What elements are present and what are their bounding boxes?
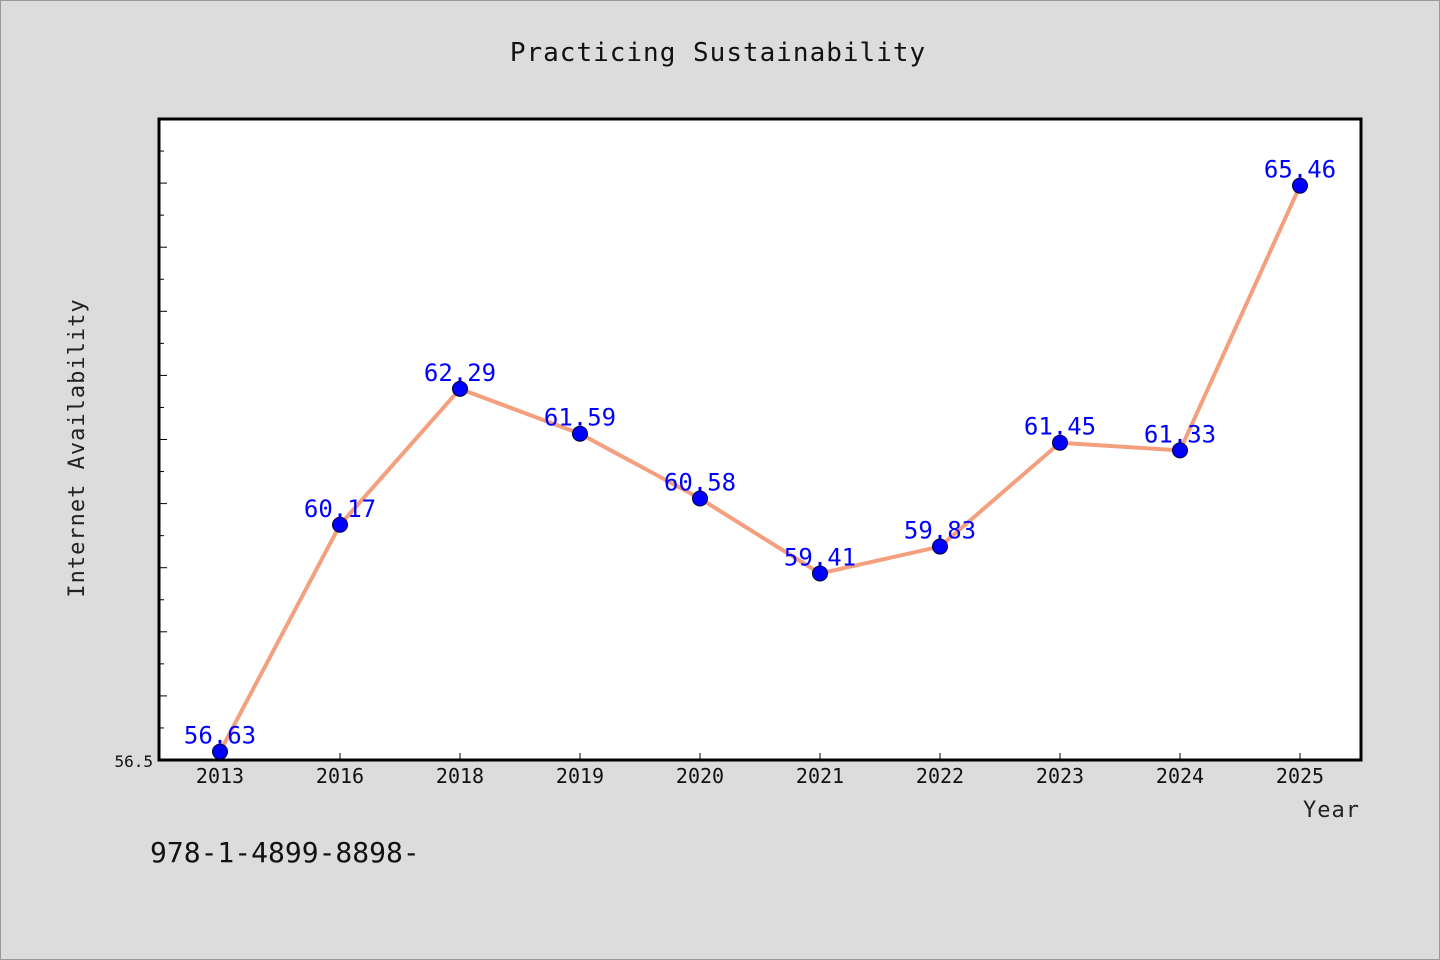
x-tick-label: 2024	[1156, 764, 1204, 788]
footer-text: 978-1-4899-8898-	[150, 836, 420, 869]
data-point[interactable]	[812, 565, 828, 582]
data-point[interactable]	[452, 380, 468, 397]
x-tick-label: 2020	[676, 764, 724, 788]
chart-title: Practicing Sustainability	[510, 38, 926, 68]
data-label: 61.59	[544, 404, 616, 432]
data-label: 62.29	[424, 359, 496, 387]
x-tick-label: 2021	[796, 764, 844, 788]
data-point[interactable]	[1292, 177, 1308, 194]
data-label: 60.17	[304, 495, 376, 523]
data-labels: 56.63 60.17 62.29 61.59 60.58 59.41 59.83 61.45…	[184, 156, 1336, 750]
x-tick-labels: 2013 2016 2018 2019 2020 2021 2022 2023 2024 2025	[196, 764, 1324, 788]
plot-area	[157, 117, 1363, 762]
x-tick-label: 2018	[436, 764, 484, 788]
x-tick-label: 2013	[196, 764, 244, 788]
data-point[interactable]	[692, 490, 708, 507]
x-axis-ticks	[219, 753, 1301, 760]
x-tick-label: 2016	[316, 764, 364, 788]
y-axis-label: Internet Availability	[65, 298, 90, 597]
data-label: 60.58	[664, 468, 736, 496]
data-label: 65.46	[1264, 156, 1336, 184]
data-label: 59.41	[784, 543, 856, 571]
series-markers	[212, 177, 1308, 760]
x-tick-label: 2019	[556, 764, 604, 788]
x-tick-label: 2022	[916, 764, 964, 788]
data-point[interactable]	[212, 743, 228, 760]
x-axis-label: Year	[1303, 798, 1360, 823]
data-label: 56.63	[184, 722, 256, 750]
data-point[interactable]	[932, 538, 948, 555]
x-tick-label: 2023	[1036, 764, 1084, 788]
x-tick-label: 2025	[1276, 764, 1324, 788]
data-point[interactable]	[332, 516, 348, 533]
data-point[interactable]	[1172, 442, 1188, 459]
data-point[interactable]	[1052, 434, 1068, 451]
data-label: 61.45	[1024, 413, 1096, 441]
data-label: 61.33	[1144, 420, 1216, 448]
series-line	[218, 184, 1302, 753]
y-axis-ticks	[159, 118, 167, 761]
y-tick-label: 56.5	[114, 752, 153, 771]
data-label: 59.83	[904, 517, 976, 545]
data-point[interactable]	[572, 425, 588, 442]
